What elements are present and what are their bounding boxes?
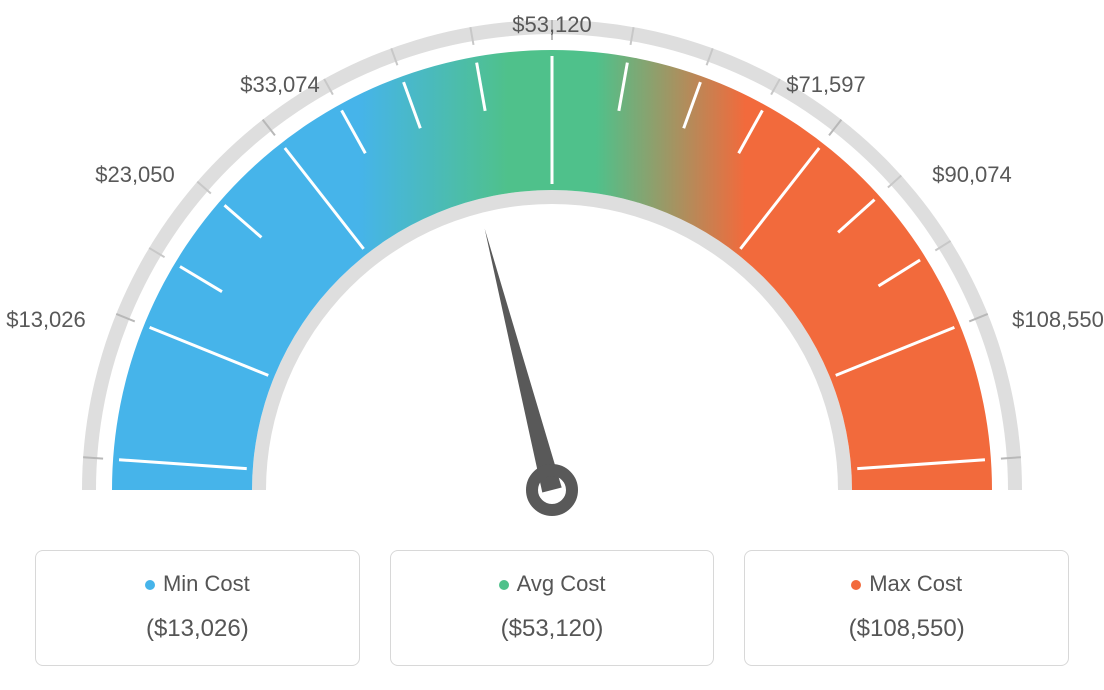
avg-cost-title-text: Avg Cost [517, 571, 606, 596]
gauge-tick-label: $33,074 [240, 72, 320, 98]
min-dot-icon [145, 580, 155, 590]
avg-cost-card: Avg Cost ($53,120) [390, 550, 715, 666]
avg-cost-value: ($53,120) [391, 615, 714, 643]
avg-dot-icon [499, 580, 509, 590]
summary-cards: Min Cost ($13,026) Avg Cost ($53,120) Ma… [0, 550, 1104, 666]
min-cost-value: ($13,026) [36, 615, 359, 643]
max-cost-value: ($108,550) [745, 615, 1068, 643]
gauge-tick-label: $108,550 [1012, 307, 1104, 333]
max-cost-title: Max Cost [745, 571, 1068, 597]
gauge-chart: $13,026 $23,050 $33,074 $53,120 $71,597 $90,0… [0, 0, 1104, 540]
min-cost-title-text: Min Cost [163, 571, 250, 596]
avg-cost-title: Avg Cost [391, 571, 714, 597]
min-cost-title: Min Cost [36, 571, 359, 597]
max-cost-title-text: Max Cost [869, 571, 962, 596]
gauge-tick-label: $23,050 [95, 162, 175, 188]
min-cost-card: Min Cost ($13,026) [35, 550, 360, 666]
max-dot-icon [851, 580, 861, 590]
gauge-tick-label: $71,597 [786, 72, 866, 98]
gauge-tick-label: $13,026 [6, 307, 86, 333]
max-cost-card: Max Cost ($108,550) [744, 550, 1069, 666]
gauge-tick-label: $90,074 [932, 162, 1012, 188]
gauge-tick-label: $53,120 [512, 12, 592, 38]
